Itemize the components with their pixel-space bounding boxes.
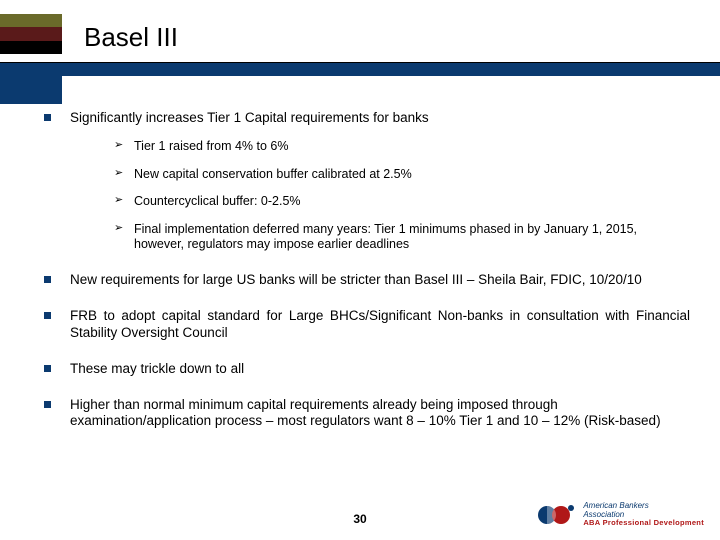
aba-logo: American BankersAssociation ABA Professi… — [537, 501, 704, 528]
list-item: Higher than normal minimum capital requi… — [44, 397, 690, 431]
logo-sub: ABA Professional Development — [583, 519, 704, 528]
bullet-list: Significantly increases Tier 1 Capital r… — [44, 110, 690, 430]
sub-bullet-list: Tier 1 raised from 4% to 6% New capital … — [114, 139, 690, 253]
title-underline-bar — [0, 62, 720, 76]
logo-text: American BankersAssociation ABA Professi… — [583, 501, 704, 528]
slide-body: Significantly increases Tier 1 Capital r… — [44, 110, 690, 449]
list-item: These may trickle down to all — [44, 361, 690, 378]
bullet-text: Significantly increases Tier 1 Capital r… — [70, 110, 429, 125]
list-item: New requirements for large US banks will… — [44, 272, 690, 289]
list-item: FRB to adopt capital standard for Large … — [44, 308, 690, 342]
list-item: Countercyclical buffer: 0-2.5% — [114, 194, 690, 210]
slide-header: Basel III — [0, 0, 720, 76]
list-item: New capital conservation buffer calibrat… — [114, 167, 690, 183]
strip-row — [0, 27, 62, 40]
strip-row — [0, 14, 62, 27]
accent-strip — [0, 14, 62, 54]
aba-logo-icon — [537, 502, 577, 528]
list-item: Final implementation deferred many years… — [114, 222, 690, 253]
accent-tail — [0, 76, 62, 104]
list-item: Tier 1 raised from 4% to 6% — [114, 139, 690, 155]
logo-line1: American Bankers — [583, 501, 648, 510]
list-item: Significantly increases Tier 1 Capital r… — [44, 110, 690, 253]
slide-title: Basel III — [84, 22, 178, 53]
strip-row — [0, 41, 62, 54]
